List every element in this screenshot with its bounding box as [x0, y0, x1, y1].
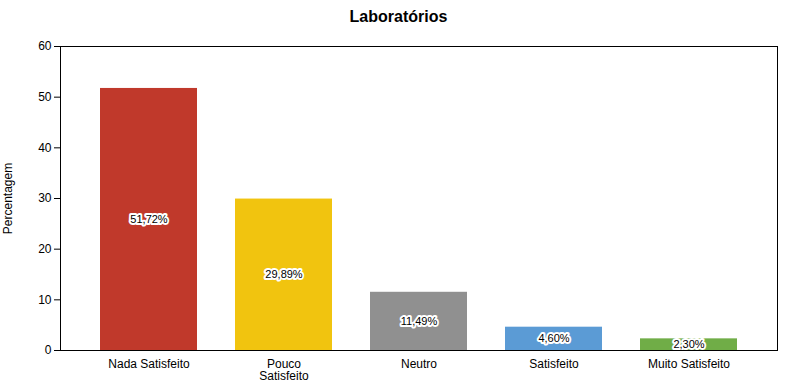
- svg-text:29,89%: 29,89%: [265, 268, 303, 280]
- svg-text:Neutro: Neutro: [401, 357, 437, 371]
- svg-text:51,72%: 51,72%: [130, 213, 168, 225]
- svg-text:4,60%: 4,60%: [538, 332, 569, 344]
- svg-text:Nada Satisfeito: Nada Satisfeito: [108, 357, 190, 371]
- html-text:Laboratórios: Laboratórios: [349, 8, 448, 25]
- svg-text:Muito Satisfeito: Muito Satisfeito: [648, 357, 730, 371]
- svg-text:Satisfeito: Satisfeito: [529, 357, 579, 371]
- svg-text:10: 10: [38, 293, 52, 307]
- svg-text:60: 60: [38, 39, 52, 53]
- svg-text:11,49%: 11,49%: [401, 315, 438, 327]
- svg-text:PoucoSatisfeito: PoucoSatisfeito: [259, 357, 309, 383]
- svg-text:50: 50: [38, 90, 52, 104]
- svg-text:Percentagem: Percentagem: [1, 163, 15, 234]
- svg-text:2,30%: 2,30%: [673, 338, 704, 350]
- svg-text:40: 40: [38, 141, 52, 155]
- svg-text:30: 30: [38, 191, 52, 205]
- svg-text:20: 20: [38, 242, 52, 256]
- svg-text:0: 0: [45, 343, 52, 357]
